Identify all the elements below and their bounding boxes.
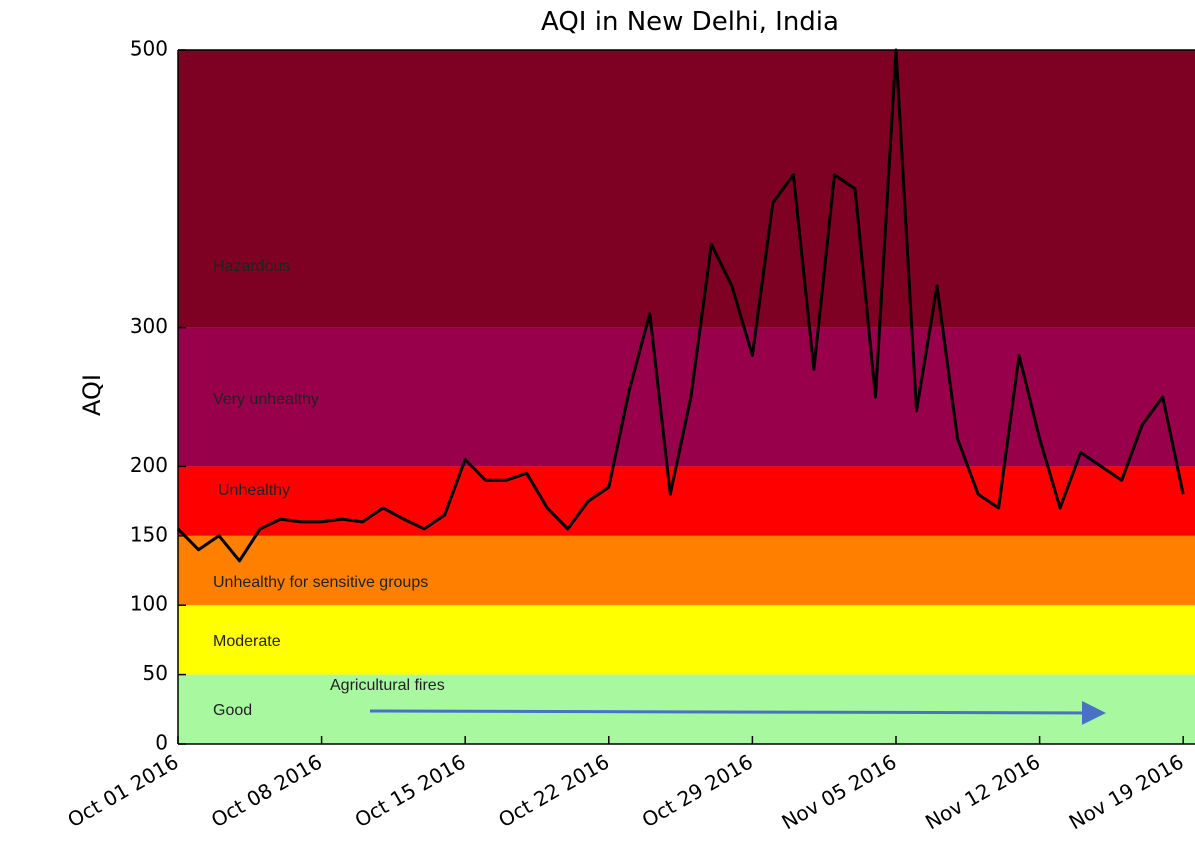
x-tick-label: Oct 01 2016 — [63, 750, 182, 833]
aqi-band — [178, 50, 1195, 328]
band-label: Unhealthy — [218, 482, 290, 499]
x-tick-label: Oct 15 2016 — [351, 750, 470, 833]
x-tick-label: Nov 05 2016 — [778, 750, 901, 835]
band-label: Unhealthy for sensitive groups — [213, 574, 428, 591]
y-tick-label: 500 — [130, 37, 168, 61]
aqi-band — [178, 605, 1195, 675]
x-tick-label: Oct 29 2016 — [638, 750, 757, 833]
band-label: Hazardous — [213, 258, 290, 275]
y-tick-label: 200 — [130, 453, 168, 477]
annotation-layer: Agricultural fires — [330, 677, 1106, 725]
y-tick-label: 150 — [130, 522, 168, 546]
y-tick-label: 0 — [155, 731, 168, 755]
aqi-band — [178, 674, 1195, 744]
x-tick-label: Nov 19 2016 — [1065, 750, 1188, 835]
y-axis-label: AQI — [78, 374, 106, 416]
chart-title: AQI in New Delhi, India — [541, 7, 839, 37]
y-tick-label: 50 — [143, 661, 168, 685]
aqi-line — [176, 48, 1185, 563]
aqi-band — [178, 466, 1195, 536]
plot-area: Good Moderate Unhealthy for sensitive grou… — [63, 37, 1195, 835]
aqi-band — [178, 535, 1195, 606]
aqi-band — [178, 327, 1195, 467]
x-tick-label: Oct 08 2016 — [207, 750, 326, 833]
y-tick-label: 100 — [130, 592, 168, 616]
band-label: Good — [213, 702, 252, 719]
band-label: Moderate — [213, 633, 281, 650]
band-label: Very unhealthy — [213, 391, 319, 408]
annotation-arrow — [369, 700, 1106, 725]
annotation-text: Agricultural fires — [330, 677, 445, 694]
x-tick-label: Oct 22 2016 — [494, 750, 613, 833]
x-tick-label: Nov 12 2016 — [921, 750, 1044, 835]
y-tick-label: 300 — [130, 314, 168, 338]
